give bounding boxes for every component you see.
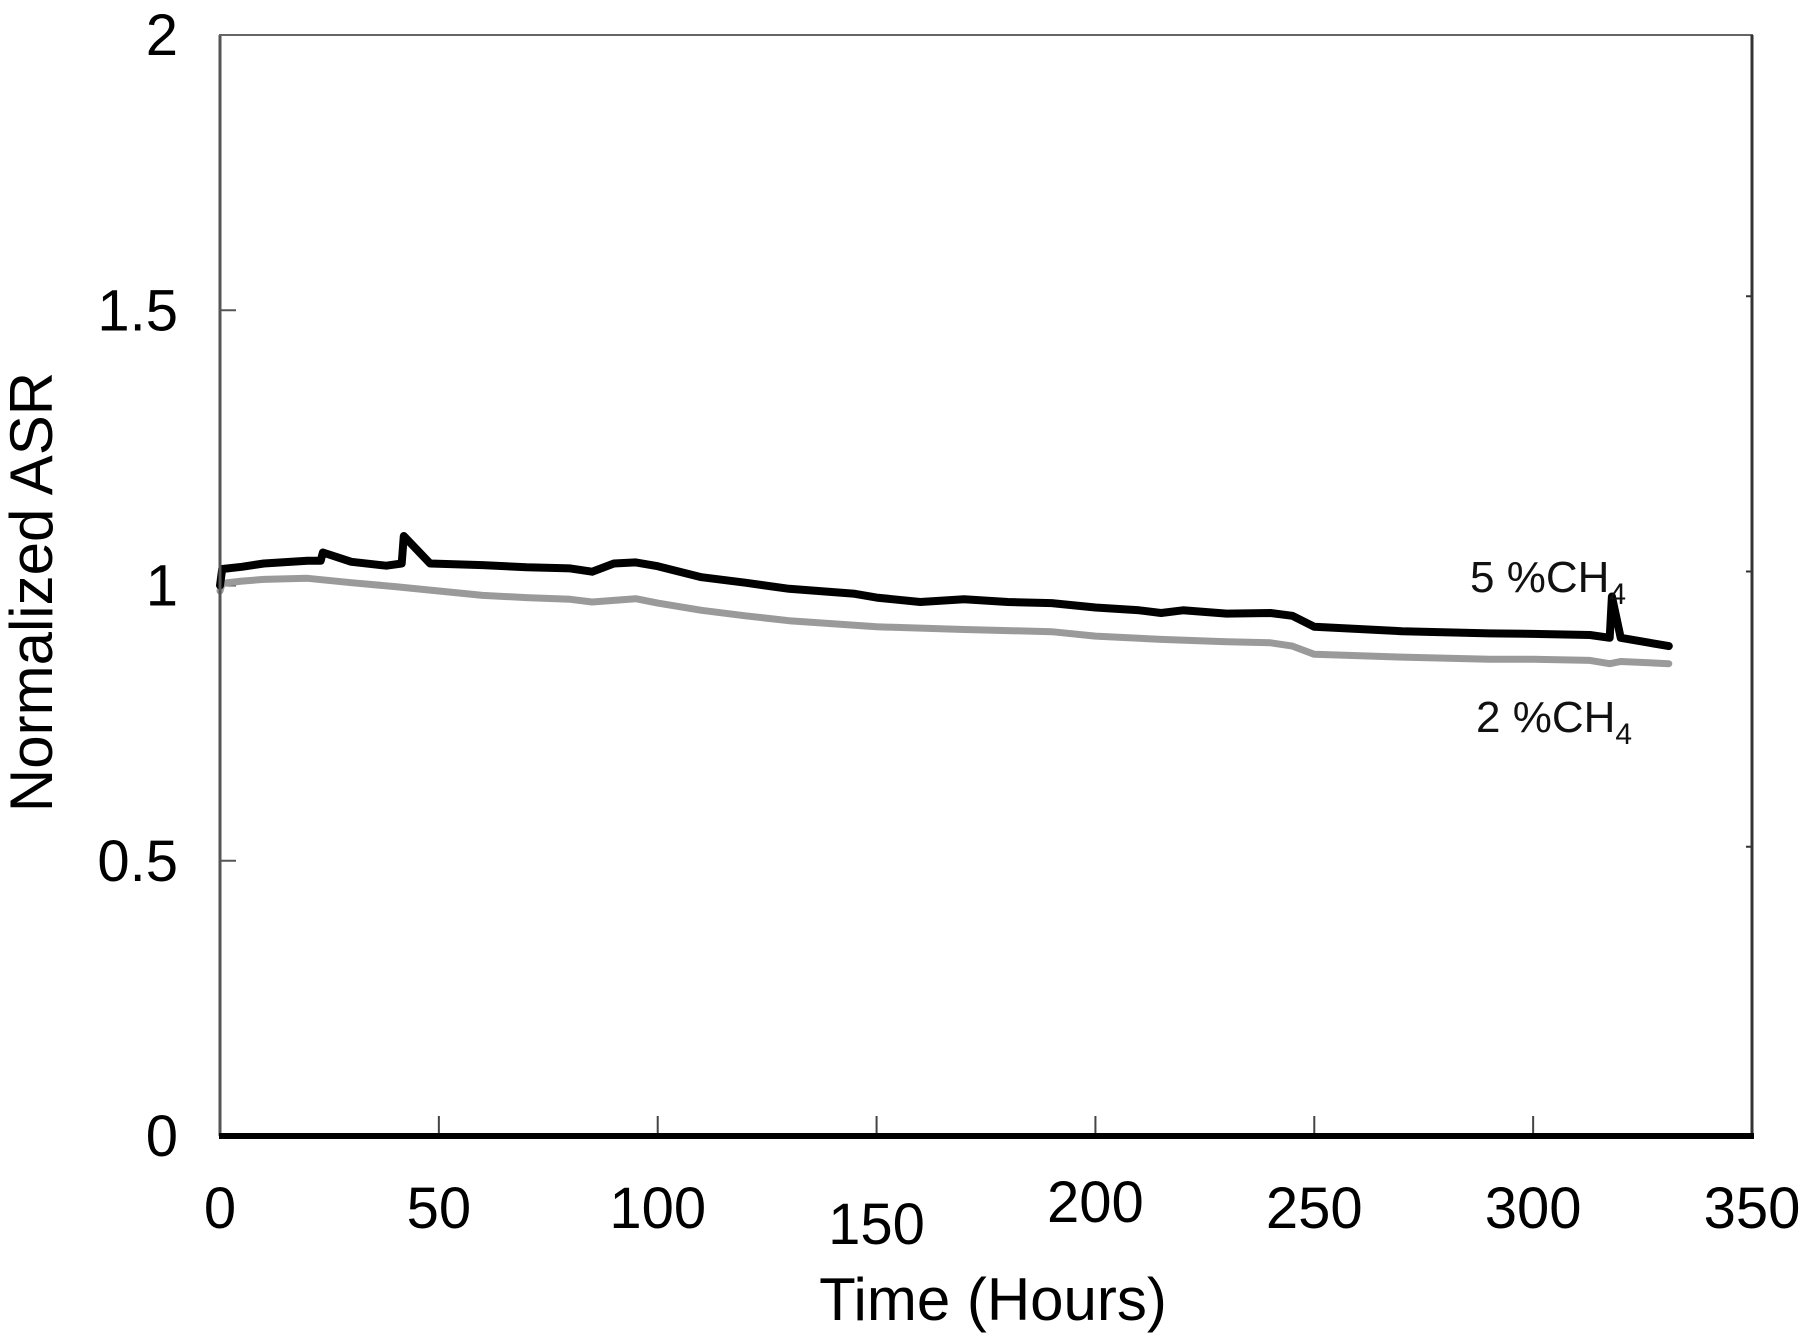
x-tick-label: 300 (1485, 1176, 1582, 1241)
y-axis-ticks: 0 0.5 1 1.5 2 (97, 3, 1752, 1169)
x-tick-label: 200 (1047, 1170, 1144, 1235)
y-tick-label: 1 (146, 554, 178, 619)
series-label-5pct-ch4: 5 %CH4 (1470, 553, 1626, 611)
series-line-2-ch4 (216, 574, 1673, 668)
x-tick-label: 350 (1704, 1176, 1800, 1241)
y-tick-label: 2 (146, 3, 178, 68)
y-tick-label: 0.5 (97, 829, 178, 894)
series-layer (216, 532, 1673, 668)
x-tick-label: 50 (407, 1176, 472, 1241)
x-tick-label: 250 (1266, 1176, 1363, 1241)
x-tick-label: 150 (828, 1192, 925, 1257)
y-tick-label: 1.5 (97, 278, 178, 343)
y-tick-label: 0 (146, 1104, 178, 1169)
x-tick-label: 0 (204, 1176, 236, 1241)
series-line-5-ch4 (216, 532, 1673, 651)
y-axis-title: Normalized ASR (0, 372, 65, 812)
x-tick-label: 100 (609, 1176, 706, 1241)
x-axis-ticks: 0 50 100 150 200 250 300 350 (204, 1116, 1800, 1257)
x-axis-title: Time (Hours) (819, 1266, 1167, 1333)
series-label-2pct-ch4: 2 %CH4 (1476, 693, 1632, 751)
